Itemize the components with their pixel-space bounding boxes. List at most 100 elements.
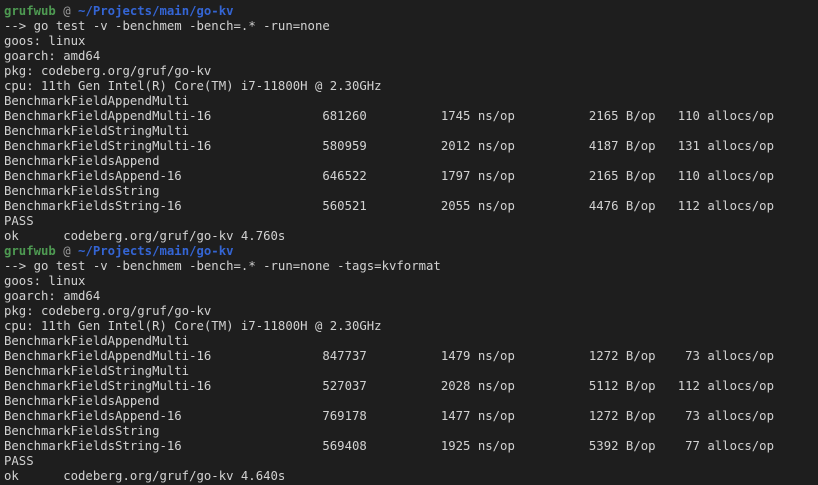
benchmark-row: BenchmarkFieldsAppend-16 646522 1797 ns/… bbox=[4, 169, 818, 184]
benchmark-name: BenchmarkFieldStringMulti-16 bbox=[4, 139, 308, 153]
benchmark-allocs-per-op: 112 allocs/op bbox=[655, 199, 774, 213]
command-text: go test -v -benchmem -bench=.* -run=none bbox=[33, 19, 330, 33]
benchmark-header-line-text: BenchmarkFieldsAppend bbox=[4, 154, 160, 168]
benchmark-name: BenchmarkFieldsString-16 bbox=[4, 199, 308, 213]
benchmark-ns-per-op: 1479 ns/op bbox=[366, 349, 515, 363]
benchmark-ns-per-op: 1797 ns/op bbox=[366, 169, 515, 183]
benchmark-row: BenchmarkFieldsString-16 560521 2055 ns/… bbox=[4, 199, 818, 214]
benchmark-header-line: BenchmarkFieldsString bbox=[4, 424, 818, 439]
benchmark-row: BenchmarkFieldStringMulti-16 580959 2012… bbox=[4, 139, 818, 154]
test-result-line-text: ok codeberg.org/gruf/go-kv 4.760s bbox=[4, 229, 286, 243]
test-result-line: ok codeberg.org/gruf/go-kv 4.760s bbox=[4, 229, 818, 244]
benchmark-row: BenchmarkFieldAppendMulti-16 847737 1479… bbox=[4, 349, 818, 364]
shell-prompt-line[interactable]: grufwub @ ~/Projects/main/go-kv bbox=[4, 244, 818, 259]
test-result-line: ok codeberg.org/gruf/go-kv 4.640s bbox=[4, 469, 818, 484]
benchmark-name: BenchmarkFieldsAppend-16 bbox=[4, 169, 308, 183]
benchmark-name: BenchmarkFieldAppendMulti-16 bbox=[4, 349, 308, 363]
benchmark-iterations: 527037 bbox=[307, 379, 367, 393]
prompt-arrow-icon: --> bbox=[4, 259, 34, 273]
benchmark-iterations: 681260 bbox=[307, 109, 367, 123]
benchmark-bytes-per-op: 2165 B/op bbox=[514, 109, 656, 123]
benchmark-ns-per-op: 2028 ns/op bbox=[366, 379, 515, 393]
benchmark-header-line-text: BenchmarkFieldAppendMulti bbox=[4, 94, 190, 108]
benchmark-header-line: BenchmarkFieldsString bbox=[4, 184, 818, 199]
benchmark-bytes-per-op: 5112 B/op bbox=[514, 379, 656, 393]
prompt-user: grufwub bbox=[4, 4, 56, 18]
benchmark-header-line: BenchmarkFieldAppendMulti bbox=[4, 94, 818, 109]
benchmark-row: BenchmarkFieldsAppend-16 769178 1477 ns/… bbox=[4, 409, 818, 424]
command-line[interactable]: --> go test -v -benchmem -bench=.* -run=… bbox=[4, 259, 818, 274]
benchmark-iterations: 580959 bbox=[307, 139, 367, 153]
benchmark-iterations: 847737 bbox=[307, 349, 367, 363]
benchmark-header-line: BenchmarkFieldStringMulti bbox=[4, 364, 818, 379]
test-status-line-text: PASS bbox=[4, 214, 34, 228]
env-line-text: goos: linux bbox=[4, 34, 86, 48]
benchmark-ns-per-op: 1745 ns/op bbox=[366, 109, 515, 123]
benchmark-name: BenchmarkFieldAppendMulti-16 bbox=[4, 109, 308, 123]
prompt-path: ~/Projects/main/go-kv bbox=[78, 4, 234, 18]
benchmark-name: BenchmarkFieldsString-16 bbox=[4, 439, 308, 453]
benchmark-allocs-per-op: 112 allocs/op bbox=[655, 379, 774, 393]
prompt-user: grufwub bbox=[4, 244, 56, 258]
test-status-line-text: PASS bbox=[4, 454, 34, 468]
benchmark-allocs-per-op: 110 allocs/op bbox=[655, 109, 774, 123]
env-line-text: goarch: amd64 bbox=[4, 49, 101, 63]
benchmark-row: BenchmarkFieldStringMulti-16 527037 2028… bbox=[4, 379, 818, 394]
benchmark-allocs-per-op: 73 allocs/op bbox=[655, 409, 774, 423]
benchmark-header-line: BenchmarkFieldAppendMulti bbox=[4, 334, 818, 349]
env-line: cpu: 11th Gen Intel(R) Core(TM) i7-11800… bbox=[4, 79, 818, 94]
benchmark-ns-per-op: 2012 ns/op bbox=[366, 139, 515, 153]
benchmark-allocs-per-op: 73 allocs/op bbox=[655, 349, 774, 363]
command-text: go test -v -benchmem -bench=.* -run=none… bbox=[33, 259, 441, 273]
benchmark-bytes-per-op: 1272 B/op bbox=[514, 409, 656, 423]
prompt-separator: @ bbox=[55, 4, 79, 18]
benchmark-bytes-per-op: 4476 B/op bbox=[514, 199, 656, 213]
benchmark-header-line: BenchmarkFieldStringMulti bbox=[4, 124, 818, 139]
benchmark-header-line-text: BenchmarkFieldStringMulti bbox=[4, 364, 190, 378]
benchmark-ns-per-op: 1925 ns/op bbox=[366, 439, 515, 453]
env-line-text: goos: linux bbox=[4, 274, 86, 288]
benchmark-iterations: 769178 bbox=[307, 409, 367, 423]
benchmark-bytes-per-op: 1272 B/op bbox=[514, 349, 656, 363]
env-line-text: pkg: codeberg.org/gruf/go-kv bbox=[4, 304, 212, 318]
benchmark-header-line-text: BenchmarkFieldsString bbox=[4, 184, 160, 198]
env-line: goos: linux bbox=[4, 34, 818, 49]
benchmark-bytes-per-op: 4187 B/op bbox=[514, 139, 656, 153]
benchmark-bytes-per-op: 2165 B/op bbox=[514, 169, 656, 183]
test-status-line: PASS bbox=[4, 454, 818, 469]
prompt-arrow-icon: --> bbox=[4, 19, 34, 33]
env-line-text: cpu: 11th Gen Intel(R) Core(TM) i7-11800… bbox=[4, 79, 382, 93]
env-line: goos: linux bbox=[4, 274, 818, 289]
env-line-text: pkg: codeberg.org/gruf/go-kv bbox=[4, 64, 212, 78]
env-line-text: cpu: 11th Gen Intel(R) Core(TM) i7-11800… bbox=[4, 319, 382, 333]
benchmark-allocs-per-op: 131 allocs/op bbox=[655, 139, 774, 153]
benchmark-name: BenchmarkFieldsAppend-16 bbox=[4, 409, 308, 423]
benchmark-allocs-per-op: 77 allocs/op bbox=[655, 439, 774, 453]
shell-prompt-line[interactable]: grufwub @ ~/Projects/main/go-kv bbox=[4, 4, 818, 19]
benchmark-header-line-text: BenchmarkFieldsAppend bbox=[4, 394, 160, 408]
benchmark-header-line-text: BenchmarkFieldStringMulti bbox=[4, 124, 190, 138]
env-line: cpu: 11th Gen Intel(R) Core(TM) i7-11800… bbox=[4, 319, 818, 334]
benchmark-header-line-text: BenchmarkFieldAppendMulti bbox=[4, 334, 190, 348]
benchmark-allocs-per-op: 110 allocs/op bbox=[655, 169, 774, 183]
benchmark-header-line: BenchmarkFieldsAppend bbox=[4, 154, 818, 169]
command-line[interactable]: --> go test -v -benchmem -bench=.* -run=… bbox=[4, 19, 818, 34]
test-result-line-text: ok codeberg.org/gruf/go-kv 4.640s bbox=[4, 469, 286, 483]
test-status-line: PASS bbox=[4, 214, 818, 229]
benchmark-ns-per-op: 2055 ns/op bbox=[366, 199, 515, 213]
benchmark-ns-per-op: 1477 ns/op bbox=[366, 409, 515, 423]
env-line: goarch: amd64 bbox=[4, 289, 818, 304]
benchmark-header-line-text: BenchmarkFieldsString bbox=[4, 424, 160, 438]
benchmark-iterations: 569408 bbox=[307, 439, 367, 453]
env-line: pkg: codeberg.org/gruf/go-kv bbox=[4, 64, 818, 79]
benchmark-row: BenchmarkFieldsString-16 569408 1925 ns/… bbox=[4, 439, 818, 454]
benchmark-header-line: BenchmarkFieldsAppend bbox=[4, 394, 818, 409]
prompt-separator: @ bbox=[55, 244, 79, 258]
benchmark-name: BenchmarkFieldStringMulti-16 bbox=[4, 379, 308, 393]
env-line: goarch: amd64 bbox=[4, 49, 818, 64]
benchmark-iterations: 560521 bbox=[307, 199, 367, 213]
prompt-path: ~/Projects/main/go-kv bbox=[78, 244, 234, 258]
benchmark-iterations: 646522 bbox=[307, 169, 367, 183]
benchmark-row: BenchmarkFieldAppendMulti-16 681260 1745… bbox=[4, 109, 818, 124]
